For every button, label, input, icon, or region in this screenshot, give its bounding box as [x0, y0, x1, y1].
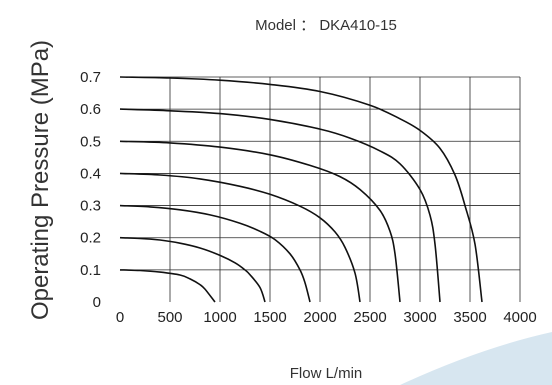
curve-line-6: [119, 108, 441, 303]
x-tick-label: 1000: [203, 309, 236, 326]
decorative-swoosh: [400, 332, 552, 385]
curve-line-7: [119, 76, 483, 303]
curve-line-4: [119, 172, 361, 303]
x-tick-label: 4000: [503, 309, 536, 326]
x-axis-label: Flow L/min: [290, 365, 363, 382]
y-tick-label: 0.5: [80, 133, 101, 150]
y-tick-label: 0.7: [80, 69, 101, 86]
x-tick-label: 0: [116, 309, 124, 326]
x-tick-labels: 0 500 1000 1500 2000 2500 3000 3500 4000: [116, 309, 537, 326]
y-tick-label: 0.4: [80, 165, 101, 182]
x-tick-label: 500: [157, 309, 182, 326]
x-tick-label: 2500: [353, 309, 386, 326]
curve-line-1: [119, 269, 216, 303]
y-tick-label: 0.1: [80, 262, 101, 279]
performance-curves: [119, 76, 483, 303]
y-tick-label: 0.2: [80, 230, 101, 247]
y-tick-labels: 0 0.1 0.2 0.3 0.4 0.5 0.6 0.7: [80, 69, 101, 311]
curve-line-3: [119, 204, 311, 303]
y-tick-label: 0.3: [80, 198, 101, 215]
x-tick-label: 2000: [303, 309, 336, 326]
x-tick-label: 3500: [453, 309, 486, 326]
x-tick-label: 1500: [253, 309, 286, 326]
curve-line-5: [119, 140, 401, 303]
x-tick-label: 3000: [403, 309, 436, 326]
curve-line-2: [119, 236, 266, 303]
chart-title: Model ： DKA410-15: [255, 17, 397, 34]
y-axis-label: Operating Pressure (MPa): [27, 40, 54, 320]
y-tick-label: 0.6: [80, 101, 101, 118]
y-tick-label: 0: [93, 294, 101, 311]
